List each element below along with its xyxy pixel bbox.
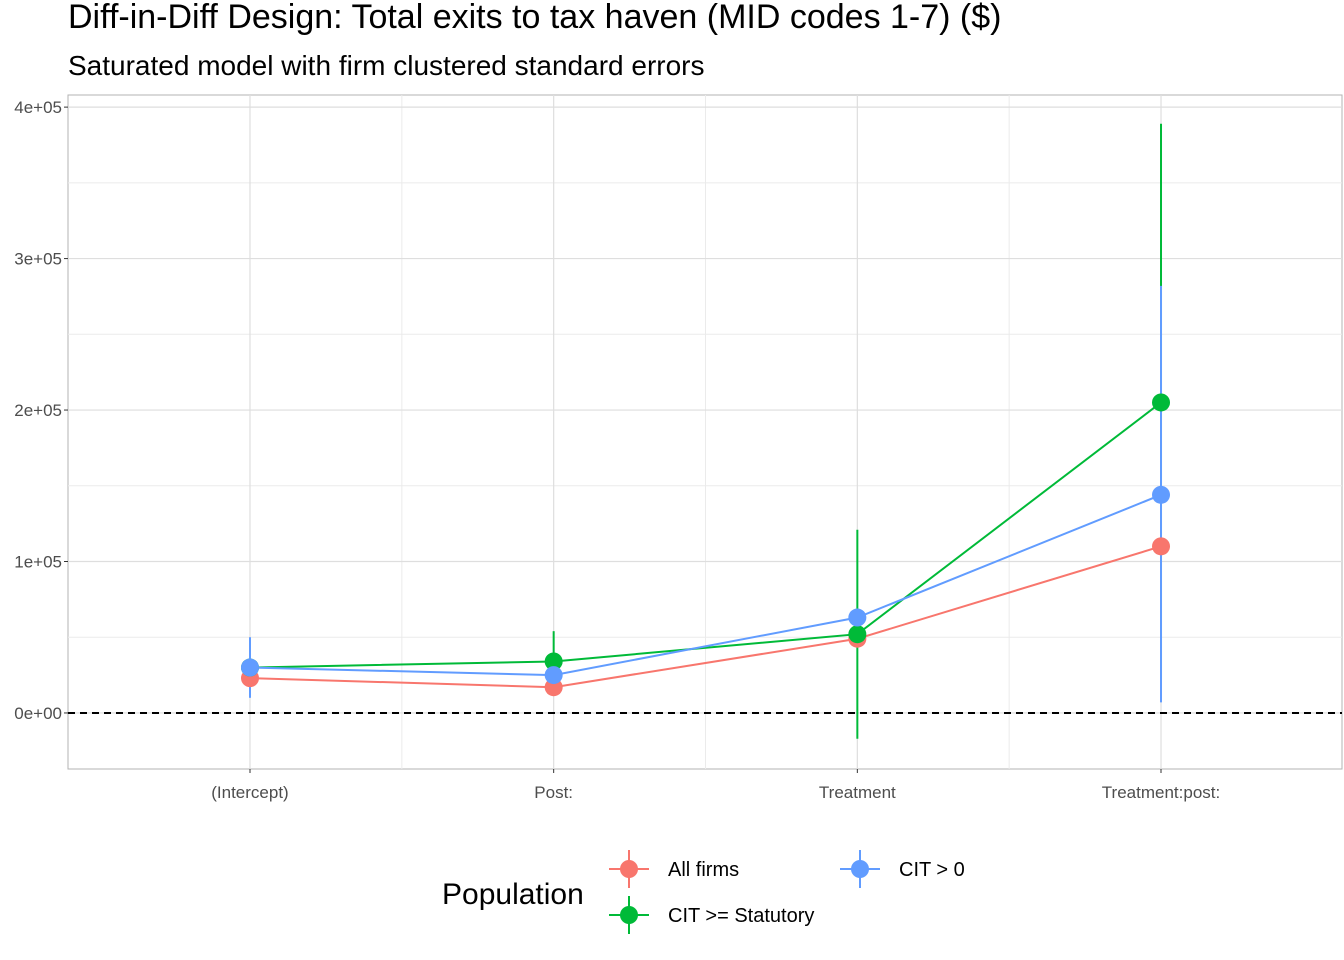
x-tick-label: (Intercept) [211, 783, 288, 802]
y-tick-label: 0e+00 [14, 704, 62, 723]
legend-label: CIT >= Statutory [668, 905, 814, 927]
legend-key-point [851, 860, 869, 878]
data-point [1152, 485, 1171, 504]
data-point [544, 666, 563, 685]
series-layer [241, 123, 1171, 739]
chart-subtitle: Saturated model with firm clustered stan… [68, 50, 705, 81]
legend-label: All firms [668, 859, 739, 881]
legend: Population All firms CIT >= Statutory CIT … [442, 850, 965, 934]
y-tick-label: 4e+05 [14, 98, 62, 117]
series-line [249, 401, 1162, 669]
minor-gridlines [68, 95, 1342, 769]
legend-key-point [620, 860, 638, 878]
legend-label: CIT > 0 [899, 859, 965, 881]
x-tick-label: Treatment:post: [1102, 783, 1220, 802]
series-line [249, 545, 1162, 689]
x-tick-label: Treatment [819, 783, 896, 802]
legend-items: All firms CIT >= Statutory CIT > 0 [609, 850, 965, 934]
y-tick-label: 2e+05 [14, 401, 62, 420]
legend-key-point [620, 906, 638, 924]
data-point [1152, 537, 1171, 556]
plot-panel [67, 94, 1343, 770]
data-point [848, 608, 867, 627]
x-tick-label: Post: [534, 783, 573, 802]
series-line [249, 493, 1162, 677]
legend-title: Population [442, 878, 584, 911]
y-tick-label: 1e+05 [14, 552, 62, 571]
data-point [544, 652, 563, 671]
data-point [848, 625, 867, 644]
x-axis: (Intercept) Post: Treatment Treatment:post: [211, 769, 1220, 802]
data-point [1152, 393, 1171, 412]
y-tick-label: 3e+05 [14, 250, 62, 269]
chart-title: Diff-in-Diff Design: Total exits to tax … [68, 0, 1001, 36]
data-point [241, 658, 259, 677]
y-axis: 0e+00 1e+05 2e+05 3e+05 4e+05 [14, 98, 68, 723]
